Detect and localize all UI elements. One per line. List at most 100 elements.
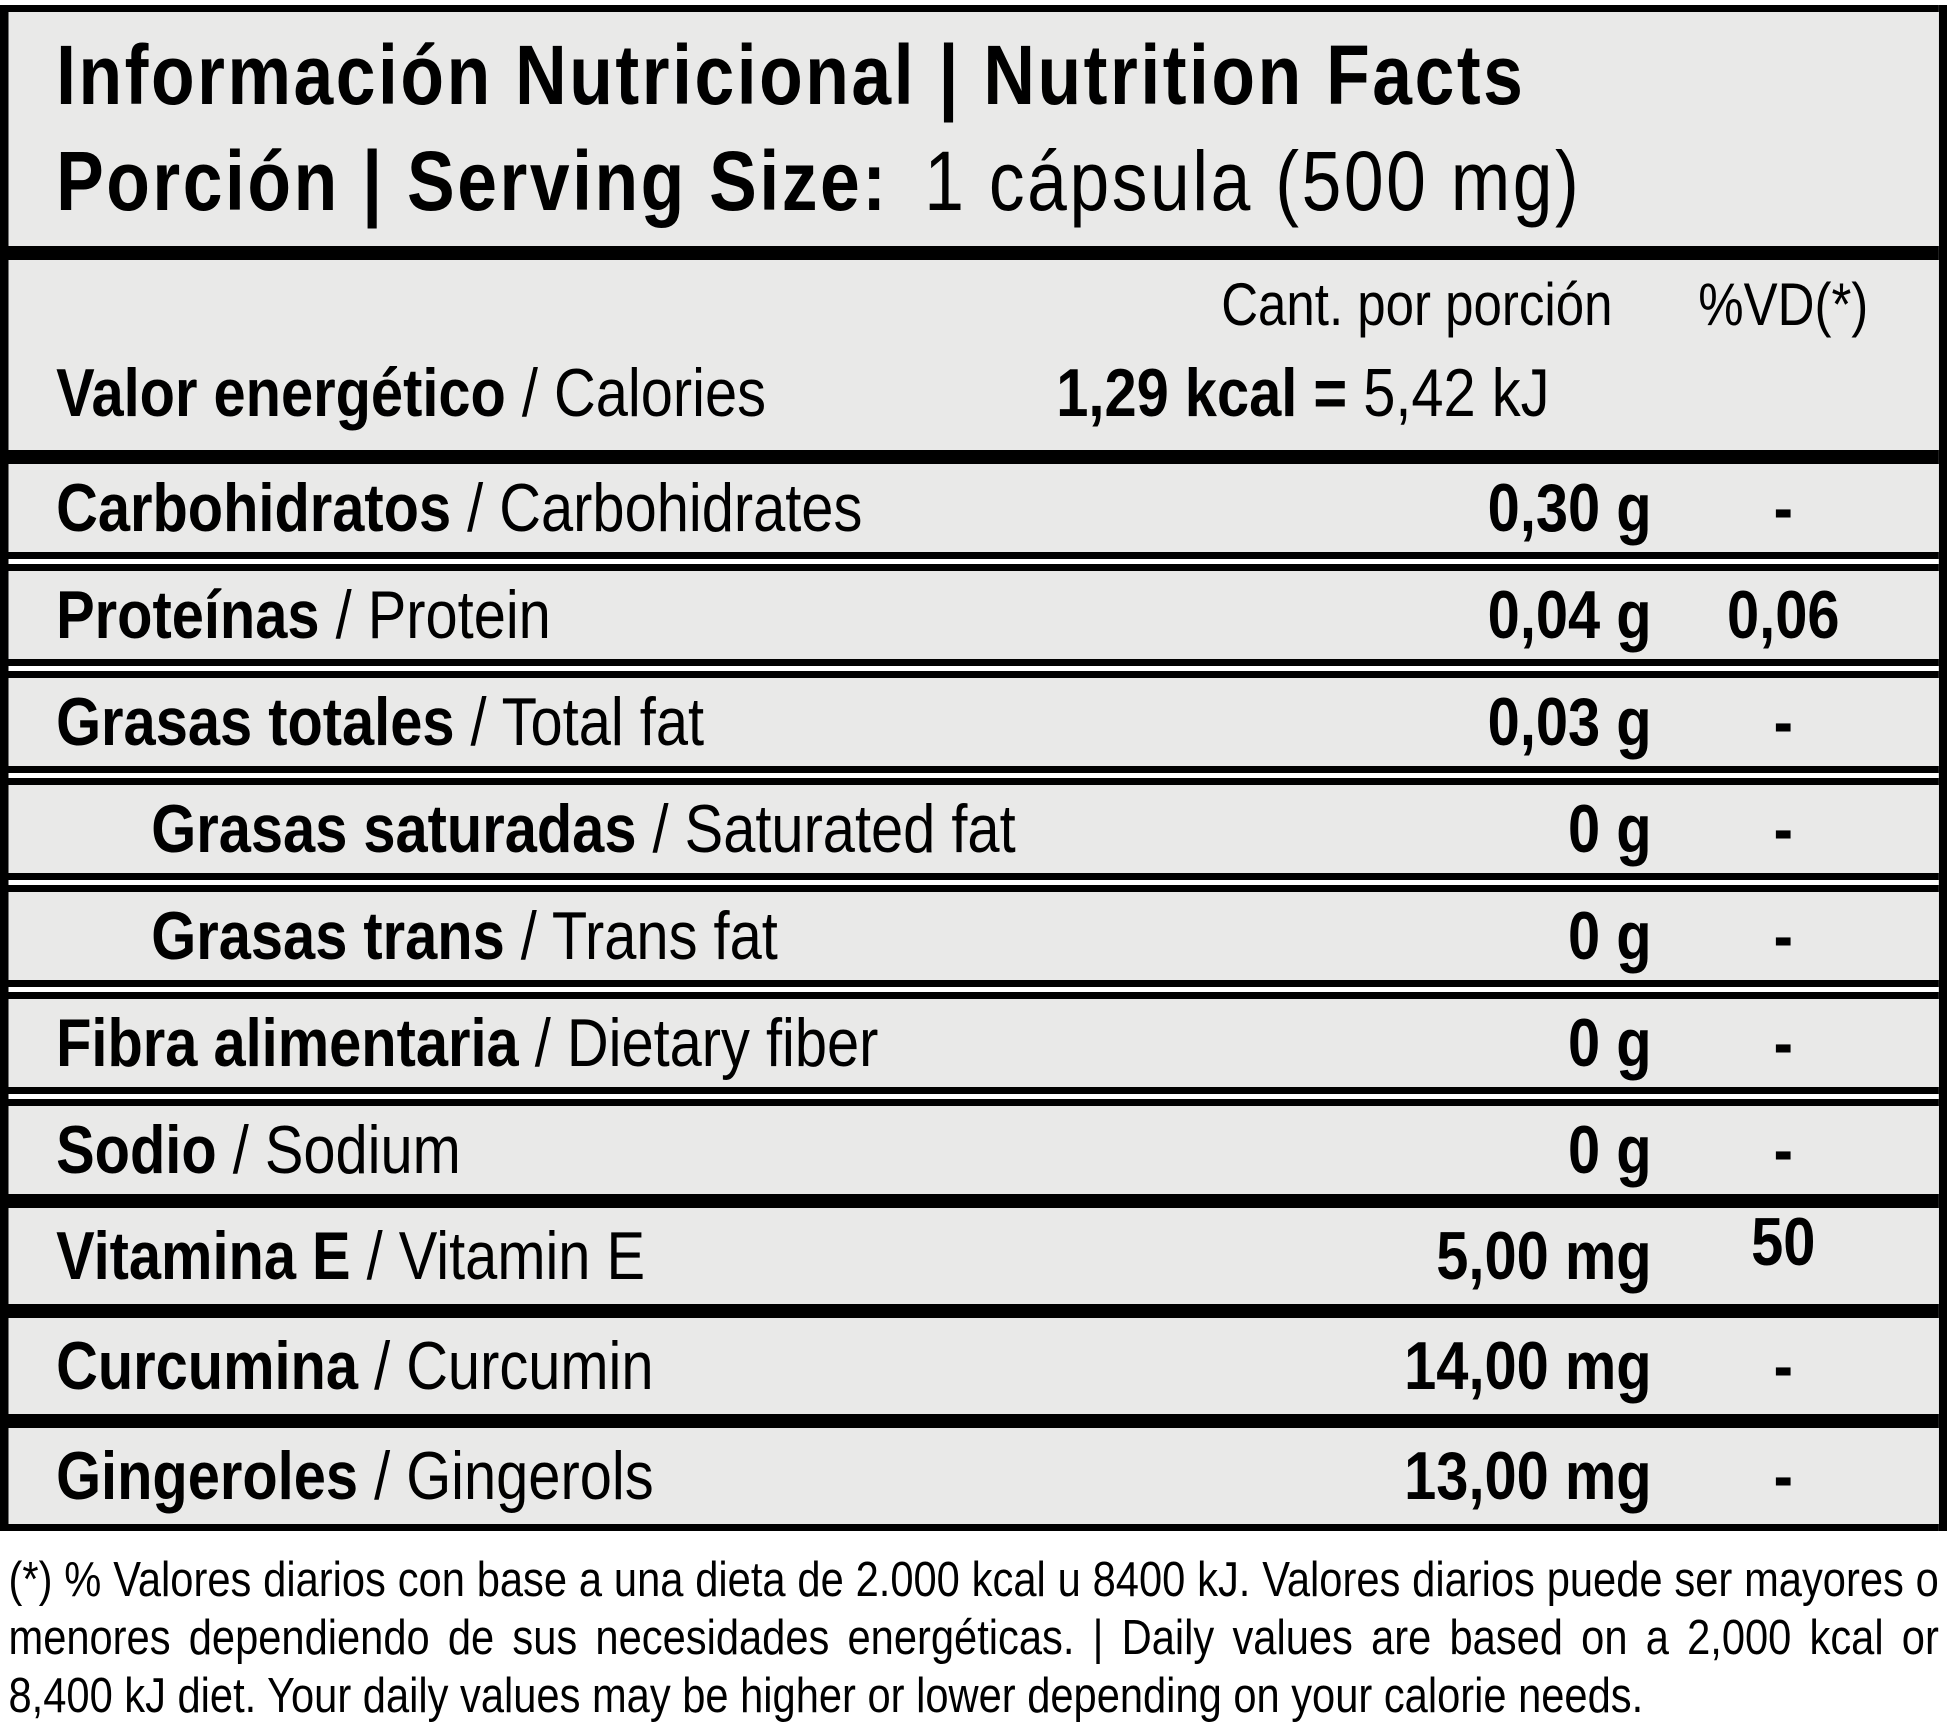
label-title: Información Nutricional | Nutrition Fact…: [56, 28, 1526, 122]
table-row: Grasas trans / Trans fat 0 g -: [9, 892, 1939, 980]
table-row: Carbohidratos / Carbohidrates 0,30 g -: [9, 464, 1939, 552]
nutrition-label: Información Nutricional | Nutrition Fact…: [0, 5, 1947, 1725]
label-separator: /: [451, 470, 500, 546]
energy-section: Cant. por porción %VD(*) Valor energétic…: [8, 253, 1939, 457]
nutrient-box-saturated-fat: Grasas saturadas / Saturated fat 0 g -: [8, 778, 1939, 880]
row-name-es: Carbohidratos: [56, 470, 452, 546]
label-separator: /: [216, 1112, 265, 1188]
row-label: Carbohidratos / Carbohidrates: [56, 469, 1488, 547]
row-amount: 0 g: [1568, 791, 1652, 867]
label-separator: /: [454, 684, 502, 760]
nutrient-box-curcumin: Curcumina / Curcumin 14,00 mg -: [8, 1311, 1939, 1421]
row-name-en: Trans fat: [551, 898, 778, 974]
row-label: Grasas totales / Total fat: [56, 683, 1488, 761]
row-label: Fibra alimentaria / Dietary fiber: [56, 1004, 1568, 1082]
table-row: Curcumina / Curcumin 14,00 mg -: [9, 1318, 1939, 1414]
row-name-es: Fibra alimentaria: [56, 1005, 519, 1081]
row-daily-value: -: [1773, 1005, 1793, 1081]
row-name-en: Carbohidrates: [499, 470, 863, 546]
row-label: Sodio / Sodium: [56, 1111, 1568, 1189]
row-daily-value: 0,06: [1727, 577, 1840, 653]
row-label: Gingeroles / Gingerols: [56, 1437, 1404, 1515]
label-separator: /: [319, 577, 368, 653]
row-name-en: Vitamin E: [398, 1218, 646, 1294]
row-name-es: Curcumina: [56, 1328, 359, 1404]
row-amount: 13,00 mg: [1404, 1438, 1652, 1514]
label-separator: /: [358, 1328, 407, 1404]
column-headers: Cant. por porción %VD(*): [56, 266, 1915, 340]
label-separator: /: [505, 355, 555, 431]
label-frame: Información Nutricional | Nutrition Fact…: [0, 5, 1947, 1531]
nutrient-box-protein: Proteínas / Protein 0,04 g 0,06: [8, 564, 1939, 666]
row-name-es: Gingeroles: [56, 1438, 359, 1514]
nutrient-box-total-fat: Grasas totales / Total fat 0,03 g -: [8, 671, 1939, 773]
row-amount: 0,04 g: [1487, 577, 1652, 653]
table-row: Proteínas / Protein 0,04 g 0,06: [9, 571, 1939, 659]
table-row: Fibra alimentaria / Dietary fiber 0 g -: [9, 999, 1939, 1087]
label-separator: /: [358, 1438, 407, 1514]
nutrient-box-vitamin-e: Vitamina E / Vitamin E 5,00 mg 50: [8, 1201, 1939, 1311]
row-daily-value: -: [1773, 898, 1793, 974]
row-label: Vitamina E / Vitamin E: [56, 1217, 1436, 1295]
row-name-es: Vitamina E: [56, 1218, 351, 1294]
energy-amount: 1,29 kcal = 5,42 kJ: [1056, 354, 1651, 432]
nutrient-box-sodium: Sodio / Sodium 0 g -: [8, 1099, 1939, 1201]
row-daily-value: -: [1773, 1438, 1793, 1514]
energy-amount-kj: 5,42 kJ: [1363, 355, 1550, 431]
serving-size-line: Porción | Serving Size: 1 cápsula (500 mg…: [56, 128, 1913, 234]
label-separator: /: [636, 791, 685, 867]
row-name-en: Curcumin: [406, 1328, 654, 1404]
nutrient-box-carbohydrates: Carbohidratos / Carbohidrates 0,30 g -: [8, 457, 1939, 559]
row-name-es: Grasas saturadas: [151, 791, 637, 867]
row-amount: 0 g: [1568, 1112, 1652, 1188]
row-daily-value: -: [1773, 791, 1793, 867]
row-name-en: Dietary fiber: [566, 1005, 879, 1081]
row-label: Curcumina / Curcumin: [56, 1327, 1404, 1405]
table-row: Gingeroles / Gingerols 13,00 mg -: [9, 1428, 1939, 1524]
row-daily-value: -: [1773, 1112, 1793, 1188]
serving-size-value: 1 cápsula (500 mg): [924, 134, 1582, 228]
row-name-es: Grasas trans: [151, 898, 505, 974]
nutrient-box-gingerols: Gingeroles / Gingerols 13,00 mg -: [8, 1421, 1939, 1531]
row-amount: 0 g: [1568, 1005, 1652, 1081]
row-amount: 14,00 mg: [1404, 1328, 1652, 1404]
row-name-en: Gingerols: [406, 1438, 654, 1514]
row-label: Proteínas / Protein: [56, 576, 1488, 654]
row-name-en: Total fat: [501, 684, 705, 760]
energy-label: Valor energético / Calories: [56, 354, 1056, 432]
label-separator: /: [350, 1218, 399, 1294]
row-daily-value: -: [1773, 684, 1793, 760]
nutrient-box-dietary-fiber: Fibra alimentaria / Dietary fiber 0 g -: [8, 992, 1939, 1094]
row-daily-value: 50: [1652, 1204, 1916, 1295]
row-name-es: Grasas totales: [56, 684, 455, 760]
label-separator: /: [518, 1005, 567, 1081]
amount-column-header: Cant. por porción: [1221, 271, 1613, 338]
table-row: Vitamina E / Vitamin E 5,00 mg 50: [9, 1204, 1939, 1304]
row-daily-value-number: 50: [1751, 1204, 1816, 1280]
table-row: Sodio / Sodium 0 g -: [9, 1106, 1939, 1194]
energy-amount-kcal: 1,29 kcal =: [1056, 355, 1364, 431]
label-separator: /: [504, 898, 552, 974]
row-daily-value: -: [1773, 1328, 1793, 1404]
row-name-en: Saturated fat: [684, 791, 1016, 867]
label-header: Información Nutricional | Nutrition Fact…: [8, 5, 1939, 253]
row-amount: 0 g: [1568, 898, 1652, 974]
energy-row: Valor energético / Calories 1,29 kcal = …: [56, 340, 1915, 446]
energy-name-en: Calories: [554, 355, 767, 431]
daily-value-column-header: %VD(*): [1698, 271, 1869, 338]
serving-size-label: Porción | Serving Size:: [56, 134, 889, 228]
row-name-es: Proteínas: [56, 577, 320, 653]
row-name-es: Sodio: [56, 1112, 217, 1188]
energy-name-es: Valor energético: [56, 355, 506, 431]
row-label: Grasas saturadas / Saturated fat: [56, 790, 1568, 868]
table-row: Grasas totales / Total fat 0,03 g -: [9, 678, 1939, 766]
row-name-en: Sodium: [264, 1112, 461, 1188]
row-name-en: Protein: [367, 577, 551, 653]
row-label: Grasas trans / Trans fat: [56, 897, 1568, 975]
row-amount: 0,30 g: [1487, 470, 1652, 546]
row-daily-value: -: [1773, 470, 1793, 546]
table-row: Grasas saturadas / Saturated fat 0 g -: [9, 785, 1939, 873]
row-amount: 0,03 g: [1487, 684, 1652, 760]
row-amount: 5,00 mg: [1436, 1218, 1652, 1294]
nutrient-box-trans-fat: Grasas trans / Trans fat 0 g -: [8, 885, 1939, 987]
